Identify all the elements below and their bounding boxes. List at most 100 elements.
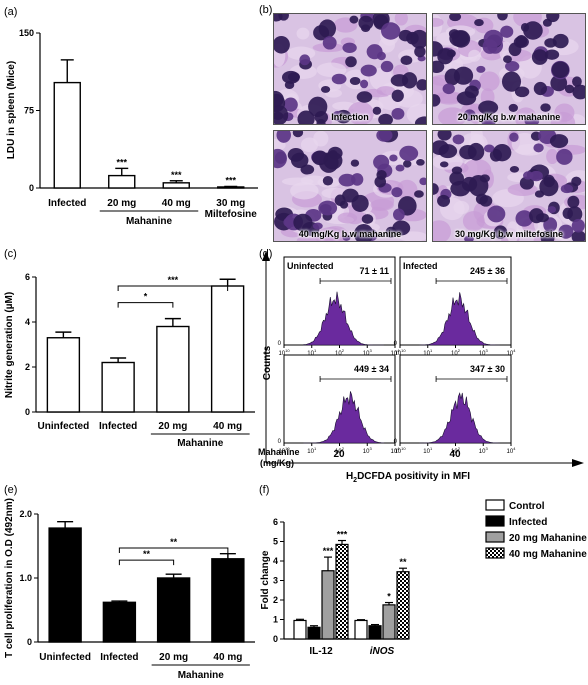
- x-tick-label: 101: [307, 348, 317, 357]
- micrograph-nucleus: [274, 148, 287, 169]
- micrograph-nucleus: [342, 234, 351, 241]
- micrograph-nucleus: [446, 49, 456, 58]
- bar: [210, 285, 245, 413]
- micrograph-nucleus: [323, 151, 343, 170]
- micrograph-nucleus: [299, 54, 311, 66]
- micrograph-nucleus: [479, 174, 490, 183]
- micrograph-nucleus: [416, 79, 426, 91]
- significance-bracket: [118, 559, 175, 566]
- x-tick-label: 101: [307, 446, 317, 455]
- micrograph-nucleus: [351, 173, 364, 186]
- micrograph-nucleus: [403, 160, 412, 168]
- micrograph-cytoplasm: [433, 76, 450, 100]
- histogram-curve: [303, 291, 384, 346]
- mfi-value: 245 ± 36: [470, 266, 505, 276]
- micrograph-caption: 20 mg/Kg b.w mahanine: [457, 112, 561, 122]
- x-tick-label: 20 mg: [107, 198, 136, 209]
- micrograph-nucleus: [464, 235, 474, 241]
- x-tick-label: 1010: [278, 348, 290, 357]
- micrograph-infection-image: [274, 14, 426, 124]
- y-tick-label: 0: [394, 341, 398, 347]
- micrograph-nucleus: [274, 111, 284, 121]
- panel-c-chart: 0 2 4 6 Nitrite generation (µM) Uninfected Inf…: [4, 272, 255, 449]
- micrograph-cytoplasm: [316, 62, 347, 78]
- micrograph-nucleus: [540, 230, 555, 241]
- micrograph-40mg-image: [274, 131, 426, 241]
- micrograph-nucleus: [414, 116, 426, 124]
- micrograph-nucleus: [540, 103, 551, 112]
- micrograph-nucleus: [505, 61, 520, 72]
- subplot-title: Uninfected: [287, 261, 334, 271]
- y-tick-label: 4: [25, 317, 30, 327]
- micrograph-nucleus: [366, 44, 383, 60]
- x-tick-label: 101: [423, 348, 433, 357]
- y-axis-label: Nitrite generation (µM): [4, 292, 15, 398]
- micrograph-nucleus: [322, 176, 334, 186]
- legend-swatch: [485, 499, 505, 511]
- bar: [156, 325, 190, 413]
- micrograph-nucleus: [400, 55, 413, 65]
- micrograph-nucleus: [345, 56, 357, 68]
- significance-label: ***: [168, 275, 179, 285]
- x-tick-label: Infected: [48, 198, 86, 209]
- micrograph-nucleus: [281, 70, 300, 84]
- x-tick-label: 104: [391, 446, 401, 455]
- micrograph-cytoplasm: [470, 131, 483, 146]
- legend-label: Infected: [509, 517, 547, 528]
- micrograph-nucleus: [571, 218, 585, 233]
- micrograph-nucleus: [474, 18, 484, 27]
- micrograph-cytoplasm: [300, 137, 319, 153]
- x-tick-label: 20 mg: [158, 421, 187, 432]
- micrograph-nucleus: [433, 183, 439, 195]
- micrograph-nucleus: [437, 194, 451, 207]
- micrograph-nucleus: [395, 164, 405, 172]
- x-tick-label: 102: [335, 348, 345, 357]
- y-tick-label: 0: [278, 341, 282, 347]
- micrograph-nucleus: [464, 85, 479, 99]
- x-tick-label: Infected: [100, 652, 138, 663]
- micrograph-nucleus: [572, 84, 585, 100]
- micrograph-nucleus: [311, 150, 329, 166]
- micrograph-nucleus: [448, 29, 460, 39]
- y-axis-label: T cell proliferation in O.D (492nm): [4, 498, 15, 658]
- panel-e-label: (e): [4, 484, 18, 496]
- group-label: Mahanine: [178, 670, 225, 681]
- micrograph-cytoplasm: [546, 148, 559, 165]
- significance-bracket: [117, 285, 229, 291]
- x-tick-label: 102: [451, 348, 461, 357]
- x-tick-label: 104: [391, 348, 401, 357]
- micrograph-nucleus: [552, 33, 569, 49]
- y-tick-label: 0: [29, 183, 34, 193]
- significance-label: **: [399, 557, 407, 567]
- significance-bracket: [118, 547, 229, 553]
- y-tick-label: 5: [273, 537, 278, 547]
- micrograph-nucleus: [539, 177, 559, 197]
- micrograph-cytoplasm: [290, 182, 319, 200]
- bar: [354, 619, 368, 640]
- micrograph-cytoplasm: [550, 111, 576, 124]
- micrograph-nucleus: [381, 22, 401, 40]
- mfi-value: 347 ± 30: [470, 364, 505, 374]
- group-label-unit: (mg/Kg): [260, 458, 294, 468]
- micrograph-nucleus: [360, 64, 377, 77]
- micrograph-nucleus: [476, 65, 486, 73]
- micrograph-nucleus: [318, 200, 338, 216]
- y-tick-label: 0: [278, 439, 282, 445]
- dose-label: 40: [449, 449, 461, 460]
- bar: [382, 604, 396, 640]
- y-tick-label: 0: [273, 634, 278, 644]
- micrograph-miltefosine: 30 mg/Kg b.w miltefosine: [432, 130, 586, 242]
- micrograph-nucleus: [332, 111, 343, 122]
- y-tick-label: 2: [25, 362, 30, 372]
- micrograph-nucleus: [480, 114, 497, 124]
- micrograph-miltefosine-image: [433, 131, 585, 241]
- micrograph-nucleus: [390, 74, 409, 87]
- x-tick-label: 103: [479, 348, 489, 357]
- micrograph-nucleus: [406, 31, 419, 45]
- micrograph-nucleus: [562, 207, 574, 220]
- legend-swatch: [485, 515, 505, 527]
- micrograph-nucleus: [487, 205, 506, 223]
